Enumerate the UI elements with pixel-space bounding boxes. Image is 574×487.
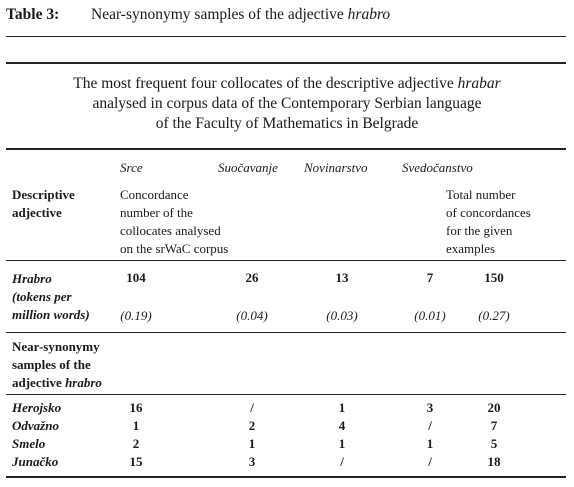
row-value-total: 5 (490, 436, 498, 451)
row-value-svedocanstvo: / (428, 454, 432, 469)
row-value-suocavanje: 2 (248, 418, 256, 433)
hrabro-per-million-novinarstvo: (0.03) (326, 308, 358, 323)
descriptive-bottom-rule (6, 260, 566, 261)
table-title-line-3: of the Faculty of Mathematics in Belgrad… (155, 115, 419, 132)
descriptive-label-line: Descriptive (12, 187, 75, 202)
total-line: for the given (446, 223, 513, 238)
table-caption: Table 3: Near-synonymy samples of the ad… (6, 6, 390, 24)
column-header-suocavanje: Suočavanje (218, 160, 278, 175)
concordance-line: collocates analysed (120, 223, 221, 238)
concordance-description: Concordance number of the collocates ana… (120, 186, 228, 258)
table-title-line-2: analysed in corpus data of the Contempor… (92, 95, 482, 112)
descriptive-label-line: adjective (12, 205, 62, 220)
caption-text-main: Near-synonymy samples of the adjective (91, 6, 348, 23)
row-label: Herojsko (12, 400, 62, 415)
table-title-line-1: The most frequent four collocates of the… (0, 74, 574, 94)
row-value-srce: 15 (129, 454, 143, 469)
hrabro-label: Hrabro (tokens per million words) (12, 270, 90, 324)
row-label: Junačko (12, 454, 59, 469)
hrabro-value-total: 150 (484, 270, 504, 285)
caption-text-emphasis: hrabro (347, 6, 391, 23)
near-synonymy-label: Near-synonymy samples of the adjective h… (12, 338, 102, 392)
row-value-novinarstvo: / (340, 454, 344, 469)
near-synonymy-line: adjective hrabro (12, 374, 102, 392)
column-header-srce: Srce (120, 160, 143, 175)
hrabro-per-million-srce: (0.19) (120, 308, 152, 323)
row-value-total: 18 (487, 454, 501, 469)
near-synonymy-line-main: adjective (12, 375, 66, 390)
caption-text: Near-synonymy samples of the adjective h… (91, 6, 390, 24)
hrabro-value-novinarstvo: 13 (335, 270, 349, 285)
title-bottom-rule (6, 148, 566, 150)
row-value-novinarstvo: 4 (338, 418, 346, 433)
hrabro-label-sub: (tokens per (12, 289, 72, 304)
row-value-novinarstvo: 1 (338, 436, 346, 451)
column-header-novinarstvo: Novinarstvo (304, 160, 368, 175)
hrabro-per-million-total: (0.27) (478, 308, 510, 323)
hrabro-per-million-suocavanje: (0.04) (236, 308, 268, 323)
caption-rule (6, 36, 566, 37)
near-synonymy-line: samples of the (12, 357, 91, 372)
row-value-srce: 16 (129, 400, 143, 415)
title-line-1-emphasis: hrabar (457, 75, 501, 92)
row-value-srce: 1 (132, 418, 140, 433)
concordance-line: on the srWaC corpus (120, 241, 229, 256)
column-header-svedocanstvo: Svedočanstvo (402, 160, 473, 175)
row-value-svedocanstvo: 1 (426, 436, 434, 451)
total-line: of concordances (446, 205, 531, 220)
concordance-line: number of the (120, 205, 193, 220)
hrabro-per-million-svedocanstvo: (0.01) (414, 308, 446, 323)
near-synonymy-bottom-rule (6, 394, 566, 395)
table-bottom-rule (6, 476, 566, 478)
descriptive-label: Descriptive adjective (12, 186, 75, 222)
hrabro-value-svedocanstvo: 7 (426, 270, 434, 285)
hrabro-value-srce: 104 (126, 270, 146, 285)
row-value-svedocanstvo: 3 (426, 400, 434, 415)
total-line: examples (446, 241, 496, 256)
row-value-srce: 2 (132, 436, 140, 451)
total-line: Total number (446, 187, 516, 202)
hrabro-label-sub: million words) (12, 307, 90, 322)
hrabro-bottom-rule (6, 332, 566, 333)
total-description: Total number of concordances for the giv… (446, 186, 531, 258)
title-line-1-main: The most frequent four collocates of the… (73, 75, 458, 92)
row-value-total: 20 (487, 400, 501, 415)
table-top-rule (6, 62, 566, 64)
row-value-suocavanje: / (250, 400, 254, 415)
row-value-total: 7 (490, 418, 498, 433)
row-value-novinarstvo: 1 (338, 400, 346, 415)
hrabro-label-main: Hrabro (12, 271, 52, 286)
concordance-line: Concordance (120, 187, 189, 202)
row-value-suocavanje: 3 (248, 454, 256, 469)
caption-label: Table 3: (6, 6, 60, 23)
hrabro-value-suocavanje: 26 (245, 270, 259, 285)
row-value-svedocanstvo: / (428, 418, 432, 433)
near-synonymy-line-emphasis: hrabro (65, 375, 102, 390)
row-label: Odvažno (12, 418, 59, 433)
row-value-suocavanje: 1 (248, 436, 256, 451)
row-label: Smelo (12, 436, 46, 451)
near-synonymy-line: Near-synonymy (12, 339, 100, 354)
